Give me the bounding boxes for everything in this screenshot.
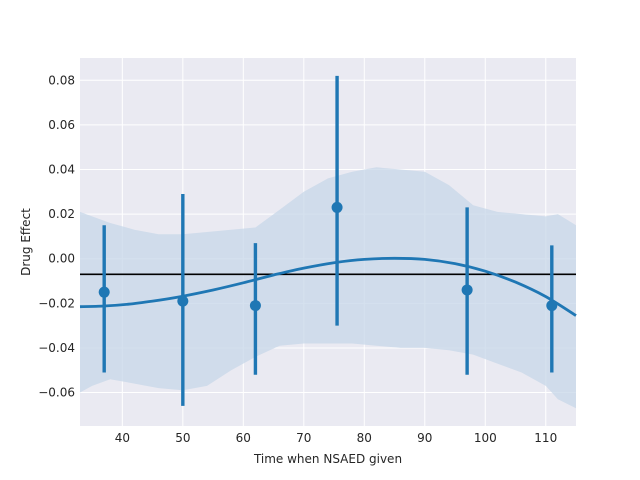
x-tick-label: 60 — [236, 431, 251, 445]
x-tick-label: 50 — [175, 431, 190, 445]
confidence-band — [80, 167, 576, 409]
y-tick-label: 0.08 — [48, 73, 75, 87]
data-point — [98, 286, 110, 298]
y-tick-label: 0.06 — [48, 118, 75, 132]
x-ticks: 40 50 60 70 80 90 100 110 — [115, 431, 558, 445]
y-tick-label: 0.02 — [48, 207, 75, 221]
data-point — [177, 295, 189, 307]
y-ticks: −0.06 −0.04 −0.02 0.00 0.02 0.04 0.06 0.08 — [38, 73, 75, 399]
y-tick-label: 0.04 — [48, 163, 75, 177]
data-point — [461, 284, 473, 296]
data-point — [546, 300, 558, 312]
x-axis-label: Time when NSAED given — [253, 452, 402, 466]
y-tick-label: −0.04 — [38, 341, 75, 355]
y-tick-label: −0.02 — [38, 296, 75, 310]
x-tick-label: 90 — [417, 431, 432, 445]
data-point — [249, 300, 261, 312]
data-points — [98, 201, 558, 312]
x-tick-label: 110 — [534, 431, 557, 445]
data-point — [331, 201, 343, 213]
fit-curve — [79, 256, 577, 317]
x-tick-label: 100 — [474, 431, 497, 445]
y-tick-label: 0.00 — [48, 252, 75, 266]
x-tick-label: 40 — [115, 431, 130, 445]
y-tick-label: −0.06 — [38, 386, 75, 400]
x-tick-label: 70 — [296, 431, 311, 445]
x-tick-label: 80 — [357, 431, 372, 445]
y-axis-label: Drug Effect — [19, 208, 33, 276]
